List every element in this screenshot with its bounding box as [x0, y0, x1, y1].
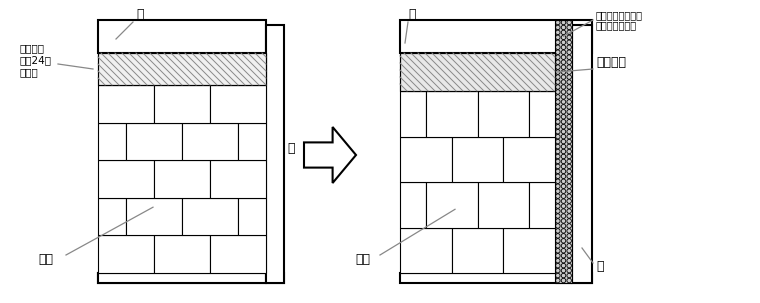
Bar	[182, 198, 238, 235]
Bar	[210, 85, 266, 123]
Bar	[400, 228, 451, 273]
Bar	[126, 123, 182, 160]
Bar	[98, 53, 266, 85]
Text: 交接面铺钢丝网: 交接面铺钢丝网	[596, 20, 637, 30]
Bar	[572, 25, 592, 283]
Bar	[426, 182, 477, 228]
Bar	[451, 228, 503, 273]
Bar	[210, 160, 266, 198]
Bar	[400, 53, 555, 91]
Bar	[98, 235, 154, 273]
Bar	[98, 273, 266, 283]
Text: 砌体: 砌体	[355, 253, 370, 266]
Bar	[451, 136, 503, 182]
Bar	[98, 273, 284, 283]
Bar	[98, 198, 126, 235]
Text: 梁: 梁	[136, 8, 144, 21]
Bar	[154, 85, 210, 123]
Text: 砌体与钢筋混凝土: 砌体与钢筋混凝土	[596, 10, 643, 20]
Bar	[400, 53, 555, 91]
Bar	[529, 182, 555, 228]
Text: 斜砌顶紧: 斜砌顶紧	[596, 56, 626, 69]
Polygon shape	[304, 127, 356, 183]
Text: 砌体: 砌体	[38, 253, 53, 266]
Bar	[555, 20, 572, 283]
Bar	[210, 235, 266, 273]
Bar	[503, 228, 555, 273]
Bar	[426, 91, 477, 136]
Bar	[98, 20, 266, 53]
Bar	[98, 85, 154, 123]
Bar	[154, 160, 210, 198]
Text: 停置24小: 停置24小	[20, 55, 52, 65]
Bar	[98, 53, 266, 85]
Bar	[400, 182, 426, 228]
Bar	[529, 91, 555, 136]
Bar	[266, 25, 284, 283]
Bar	[182, 123, 238, 160]
Bar	[400, 273, 592, 283]
Bar	[98, 160, 154, 198]
Bar	[238, 198, 266, 235]
Bar	[503, 136, 555, 182]
Text: 柱: 柱	[287, 142, 295, 155]
Bar	[477, 182, 529, 228]
Bar	[400, 136, 451, 182]
Text: 砌筑完后: 砌筑完后	[20, 43, 45, 53]
Bar	[126, 198, 182, 235]
Text: 梁: 梁	[408, 8, 416, 21]
Bar	[400, 91, 426, 136]
Bar	[154, 235, 210, 273]
Bar	[400, 20, 592, 53]
Text: 时以上: 时以上	[20, 67, 39, 77]
Bar	[238, 123, 266, 160]
Bar	[98, 123, 126, 160]
Bar	[477, 91, 529, 136]
Text: 柱: 柱	[596, 260, 603, 273]
